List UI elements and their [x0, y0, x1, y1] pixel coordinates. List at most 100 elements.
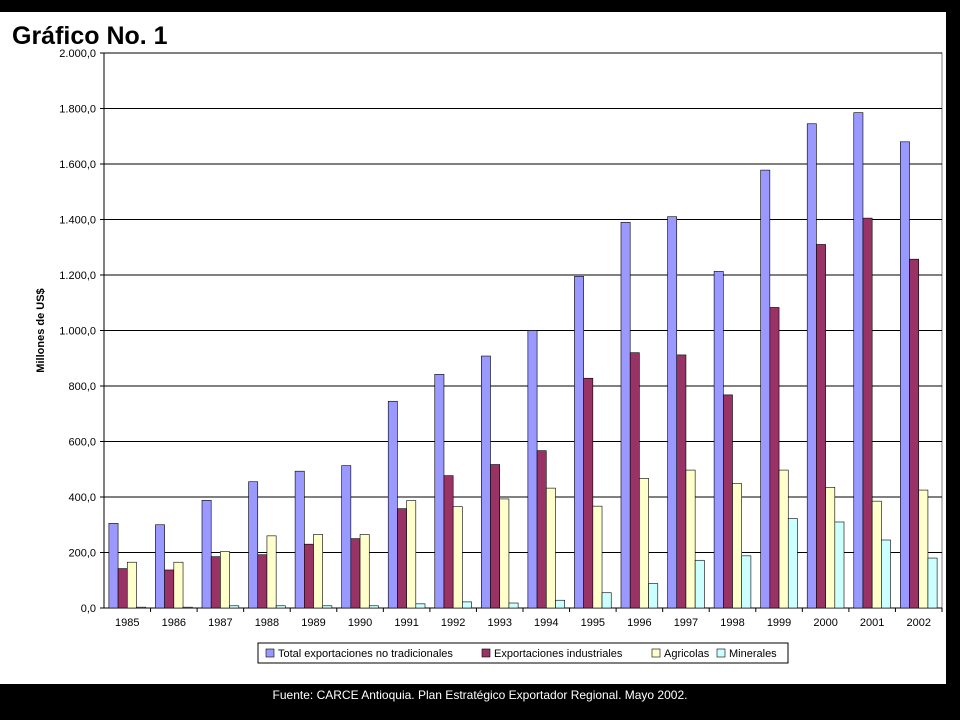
bar: [508, 602, 519, 609]
x-tick-label: 1991: [394, 617, 418, 629]
y-tick-label: 200,0: [68, 548, 96, 560]
x-tick-label: 2002: [906, 617, 930, 629]
bar: [900, 141, 910, 609]
bar: [527, 330, 538, 609]
bar: [248, 481, 259, 609]
bar: [136, 606, 146, 609]
bar: [713, 271, 724, 609]
bar: [434, 374, 445, 609]
bar: [210, 556, 221, 609]
x-tick-label: 1986: [162, 617, 186, 629]
y-tick-label: 1.200,0: [59, 270, 96, 282]
x-tick-label: 2000: [813, 617, 837, 629]
y-tick-label: 1.000,0: [59, 326, 96, 338]
bar: [182, 606, 193, 609]
legend-swatch: [651, 648, 661, 658]
bar: [173, 561, 184, 609]
bar: [806, 123, 817, 609]
legend-swatch: [481, 648, 491, 658]
y-axis-label: Millones de US$: [35, 288, 47, 372]
x-tick-label: 1988: [255, 617, 279, 629]
bar: [341, 465, 352, 609]
bar: [499, 498, 510, 609]
bar: [406, 500, 417, 609]
bar: [592, 505, 603, 609]
bar: [816, 244, 826, 609]
bar: [881, 539, 891, 609]
bar: [648, 583, 659, 609]
bar: [462, 601, 472, 609]
bar: [639, 478, 649, 609]
y-tick-label: 400,0: [68, 492, 96, 504]
bar: [155, 524, 165, 609]
bar: [126, 561, 137, 609]
bar: [871, 500, 882, 609]
bar: [359, 534, 370, 609]
bar: [825, 486, 836, 609]
bar: [322, 605, 333, 609]
y-tick-label: 800,0: [68, 381, 96, 393]
bar: [787, 518, 798, 609]
bar: [741, 555, 752, 609]
bar: [481, 355, 491, 609]
legend-swatch: [716, 648, 726, 658]
legend-label: Minerales: [729, 648, 777, 660]
y-tick-label: 600,0: [68, 437, 96, 449]
bar: [667, 216, 678, 609]
bar: [927, 557, 938, 609]
bar: [778, 469, 789, 609]
bar: [266, 535, 277, 609]
bar: [909, 258, 920, 609]
bar: [313, 534, 323, 609]
x-tick-label: 1997: [674, 617, 698, 629]
bar: [415, 603, 426, 609]
x-tick-label: 1992: [441, 617, 465, 629]
x-tick-label: 1987: [208, 617, 232, 629]
bar: [257, 554, 268, 609]
legend-swatch: [265, 648, 275, 658]
bar: [574, 276, 584, 609]
y-tick-label: 1.400,0: [59, 215, 96, 227]
x-tick-label: 1993: [487, 617, 511, 629]
bar: [443, 475, 454, 609]
source-note: Fuente: CARCE Antioquia. Plan Estratégic…: [272, 688, 688, 702]
bar: [760, 169, 771, 609]
x-tick-label: 1999: [767, 617, 791, 629]
bar: [229, 605, 240, 609]
y-tick-label: 2.000,0: [59, 48, 96, 60]
bar: [397, 508, 407, 609]
bar: [601, 592, 612, 609]
bar: [164, 569, 175, 609]
x-tick-label: 1985: [115, 617, 139, 629]
bar: [275, 605, 286, 609]
y-tick-label: 0,0: [81, 603, 96, 615]
x-tick-label: 1995: [581, 617, 605, 629]
bar: [862, 217, 873, 609]
legend-label: Total exportaciones no tradicionales: [278, 648, 453, 660]
bar: [220, 551, 230, 609]
chart-title: Gráfico No. 1: [12, 22, 168, 50]
bar: [685, 469, 696, 609]
bar: [303, 543, 314, 609]
bar: [387, 400, 398, 609]
bar: [676, 354, 687, 609]
bar: [117, 568, 128, 609]
x-tick-label: 1996: [627, 617, 651, 629]
bar: [722, 394, 733, 609]
bar: [350, 538, 361, 609]
bar: [452, 506, 463, 609]
x-tick-label: 1989: [301, 617, 325, 629]
bar: [629, 352, 640, 609]
bar: [536, 450, 547, 609]
x-tick-label: 1998: [720, 617, 744, 629]
x-tick-label: 2001: [860, 617, 884, 629]
bar: [769, 307, 780, 609]
chart-frame: Gráfico No. 1 0,0 200,0 400,0 600,0 800,0 1.00…: [0, 12, 946, 684]
bar: [368, 605, 379, 609]
legend-label: Exportaciones industriales: [494, 648, 623, 660]
bar: [918, 489, 929, 609]
bar: [201, 500, 212, 609]
x-tick-label: 1990: [348, 617, 372, 629]
bar: [583, 377, 594, 609]
bar: [108, 523, 119, 609]
